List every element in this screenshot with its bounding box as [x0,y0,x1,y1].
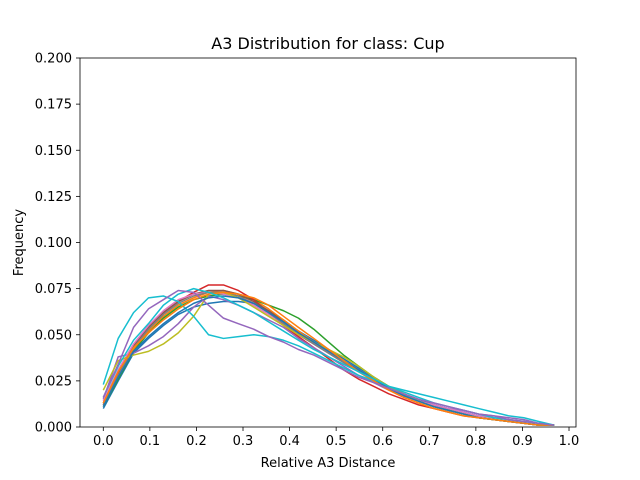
series-line [102,295,555,426]
y-tick-label: 0.050 [35,328,72,343]
y-tick-label: 0.125 [35,190,72,205]
y-tick-label: 0.000 [35,421,72,436]
y-tick-label: 0.075 [35,282,72,297]
x-axis-ticks: 0.0 0.1 0.2 0.3 0.4 0.5 0.6 0.7 0.8 0.9 1.0 [93,427,579,449]
series-layer [102,284,555,426]
series-line [102,289,555,426]
x-tick-label: 0.0 [93,434,114,449]
x-axis-label: Relative A3 Distance [261,456,396,471]
plot-area-background [80,58,576,427]
x-tick-label: 0.8 [466,434,487,449]
y-axis-ticks: 0.000 0.025 0.050 0.075 0.100 0.125 0.150 0.175… [35,52,80,436]
plot-frame [79,57,577,428]
y-tick-label: 0.100 [35,236,72,251]
x-tick-label: 0.9 [512,434,533,449]
x-tick-label: 0.7 [419,434,440,449]
chart-title: A3 Distribution for class: Cup [211,34,444,53]
x-tick-label: 0.3 [233,434,254,449]
x-tick-label: 0.4 [279,434,300,449]
x-tick-label: 0.5 [326,434,347,449]
y-tick-label: 0.175 [35,98,72,113]
y-axis-label: Frequency [12,209,27,276]
series-line [102,291,555,426]
x-tick-label: 0.1 [140,434,161,449]
x-tick-label: 0.2 [186,434,207,449]
x-tick-label: 1.0 [559,434,580,449]
y-tick-label: 0.200 [35,52,72,67]
y-tick-label: 0.150 [35,144,72,159]
y-tick-label: 0.025 [35,374,72,389]
x-tick-label: 0.6 [372,434,393,449]
